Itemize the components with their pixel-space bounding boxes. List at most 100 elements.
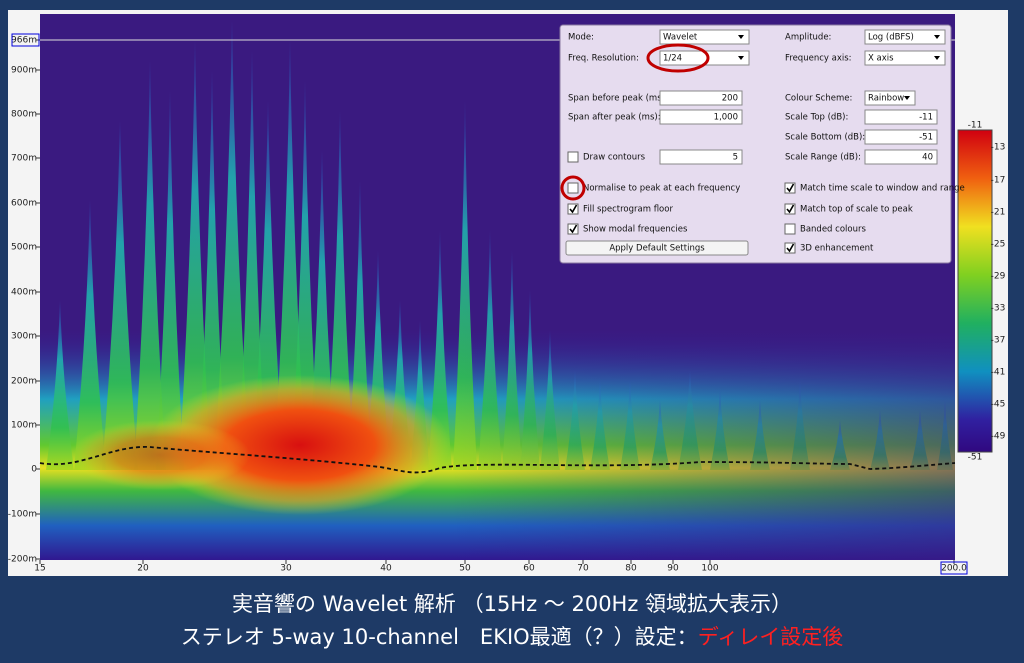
field-label: Amplitude: — [785, 33, 831, 43]
y-tick-label: 500m — [11, 243, 37, 253]
caption-text: ステレオ 5-way 10-channel EKIO最適（？）設定： — [181, 625, 698, 649]
checkbox[interactable] — [567, 151, 579, 163]
checkmark — [569, 204, 578, 214]
input-value: -11 — [919, 113, 933, 123]
field-label: Colour Scheme: — [785, 94, 852, 104]
dropdown[interactable] — [864, 50, 946, 66]
y-tick-label: 966m — [11, 36, 37, 46]
dropdown-arrow — [934, 56, 940, 60]
field-label: Draw contours — [583, 153, 646, 163]
field-label: Normalise to peak at each frequency — [583, 184, 740, 194]
x-tick-label: 80 — [625, 564, 637, 574]
field-label: Freq. Resolution: — [568, 54, 639, 64]
dropdown-value: X axis — [868, 54, 894, 64]
checkbox[interactable] — [784, 223, 796, 235]
field-label: 3D enhancement — [800, 244, 874, 254]
field-label: Mode: — [568, 33, 594, 43]
field-label: Fill spectrogram floor — [583, 205, 673, 215]
colorbar-label: -13 — [991, 143, 1006, 153]
dropdown-arrow — [934, 35, 940, 39]
checkbox[interactable] — [784, 182, 796, 194]
input-field[interactable] — [659, 90, 743, 106]
checkbox[interactable] — [784, 203, 796, 215]
y-tick-label: 800m — [11, 110, 37, 120]
button-label: Apply Default Settings — [609, 244, 705, 254]
highlight-circle — [646, 43, 710, 73]
button[interactable] — [565, 240, 749, 256]
colorbar-label: -41 — [991, 368, 1006, 378]
colorbar-label: -51 — [968, 453, 983, 463]
input-value: 40 — [922, 153, 933, 163]
x-tick-label: 70 — [577, 564, 589, 574]
x-tick-label: 100 — [701, 564, 718, 574]
x-tick-label: 200.0 — [941, 564, 967, 574]
highlight-circle — [560, 175, 586, 201]
panel-bg — [559, 24, 952, 264]
reference-curve — [39, 446, 956, 474]
x-tick-label: 15 — [34, 564, 45, 574]
field-label: Scale Top (dB): — [785, 113, 848, 123]
x-tick-label: 60 — [523, 564, 535, 574]
x-tick-label: 90 — [667, 564, 679, 574]
input-value: 5 — [733, 153, 738, 163]
dropdown[interactable] — [864, 90, 916, 106]
checkmark — [786, 183, 795, 193]
colorbar-label: -17 — [991, 176, 1006, 186]
colorbar-label: -45 — [991, 400, 1006, 410]
y-tick-label: -200m — [8, 555, 37, 565]
checkbox[interactable] — [567, 182, 579, 194]
colorbar — [957, 129, 993, 453]
x-tick-label: 50 — [459, 564, 471, 574]
colorbar-label: -33 — [991, 304, 1006, 314]
field-label: Scale Bottom (dB): — [785, 133, 865, 143]
x-tick-label: 20 — [137, 564, 149, 574]
field-label: Frequency axis: — [785, 54, 852, 64]
dropdown[interactable] — [864, 29, 946, 45]
x-tick-label: 40 — [380, 564, 392, 574]
checkbox[interactable] — [567, 203, 579, 215]
y-tick-label: 0 — [31, 465, 37, 475]
caption: ステレオ 5-way 10-channel EKIO最適（？）設定：ディレイ設定… — [181, 625, 843, 649]
field-label: Match time scale to window and range — [800, 184, 965, 194]
dropdown-value: Log (dBFS) — [868, 33, 914, 43]
input-value: 200 — [722, 94, 738, 104]
dropdown-value: 1/24 — [663, 54, 682, 64]
colorbar-label: -11 — [968, 121, 983, 131]
dropdown-value: Rainbow — [868, 94, 904, 104]
caption-highlight: ディレイ設定後 — [698, 625, 844, 649]
input-field[interactable] — [864, 149, 938, 165]
input-value: -51 — [919, 133, 933, 143]
y-tick-label: 100m — [11, 421, 37, 431]
field-label: Scale Range (dB): — [785, 153, 861, 163]
y-tick-label: 200m — [11, 377, 37, 387]
input-field[interactable] — [864, 109, 938, 125]
checkmark — [786, 204, 795, 214]
dropdown-arrow — [904, 96, 910, 100]
input-field[interactable] — [659, 149, 743, 165]
y-tick-label: 700m — [11, 154, 37, 164]
dropdown[interactable] — [659, 29, 750, 45]
dropdown-arrow — [738, 56, 744, 60]
field-label: Span after peak (ms): — [568, 113, 661, 123]
field-label: Match top of scale to peak — [800, 205, 913, 215]
input-field[interactable] — [864, 129, 938, 145]
input-field[interactable] — [659, 109, 743, 125]
field-label: Banded colours — [800, 225, 866, 235]
settings-panel: Mode: Wavelet Freq. Resolution: 1/24 Span be… — [559, 24, 965, 264]
y-tick-label: 300m — [11, 332, 37, 342]
input-value: 1,000 — [714, 113, 738, 123]
checkbox[interactable] — [567, 223, 579, 235]
y-tick-label: 600m — [11, 199, 37, 209]
colorbar-label: -49 — [991, 432, 1006, 442]
checkmark — [786, 243, 795, 253]
checkmark — [569, 224, 578, 234]
y-tick-label: -100m — [8, 510, 37, 520]
colorbar-label: -21 — [991, 208, 1006, 218]
y-tick-label: 400m — [11, 288, 37, 298]
colorbar-label: -25 — [991, 240, 1006, 250]
checkbox[interactable] — [784, 242, 796, 254]
label-box — [940, 561, 968, 575]
colorbar-label: -37 — [991, 336, 1006, 346]
caption: 実音響の Wavelet 解析 （15Hz ～ 200Hz 領域拡大表示） — [232, 592, 792, 616]
